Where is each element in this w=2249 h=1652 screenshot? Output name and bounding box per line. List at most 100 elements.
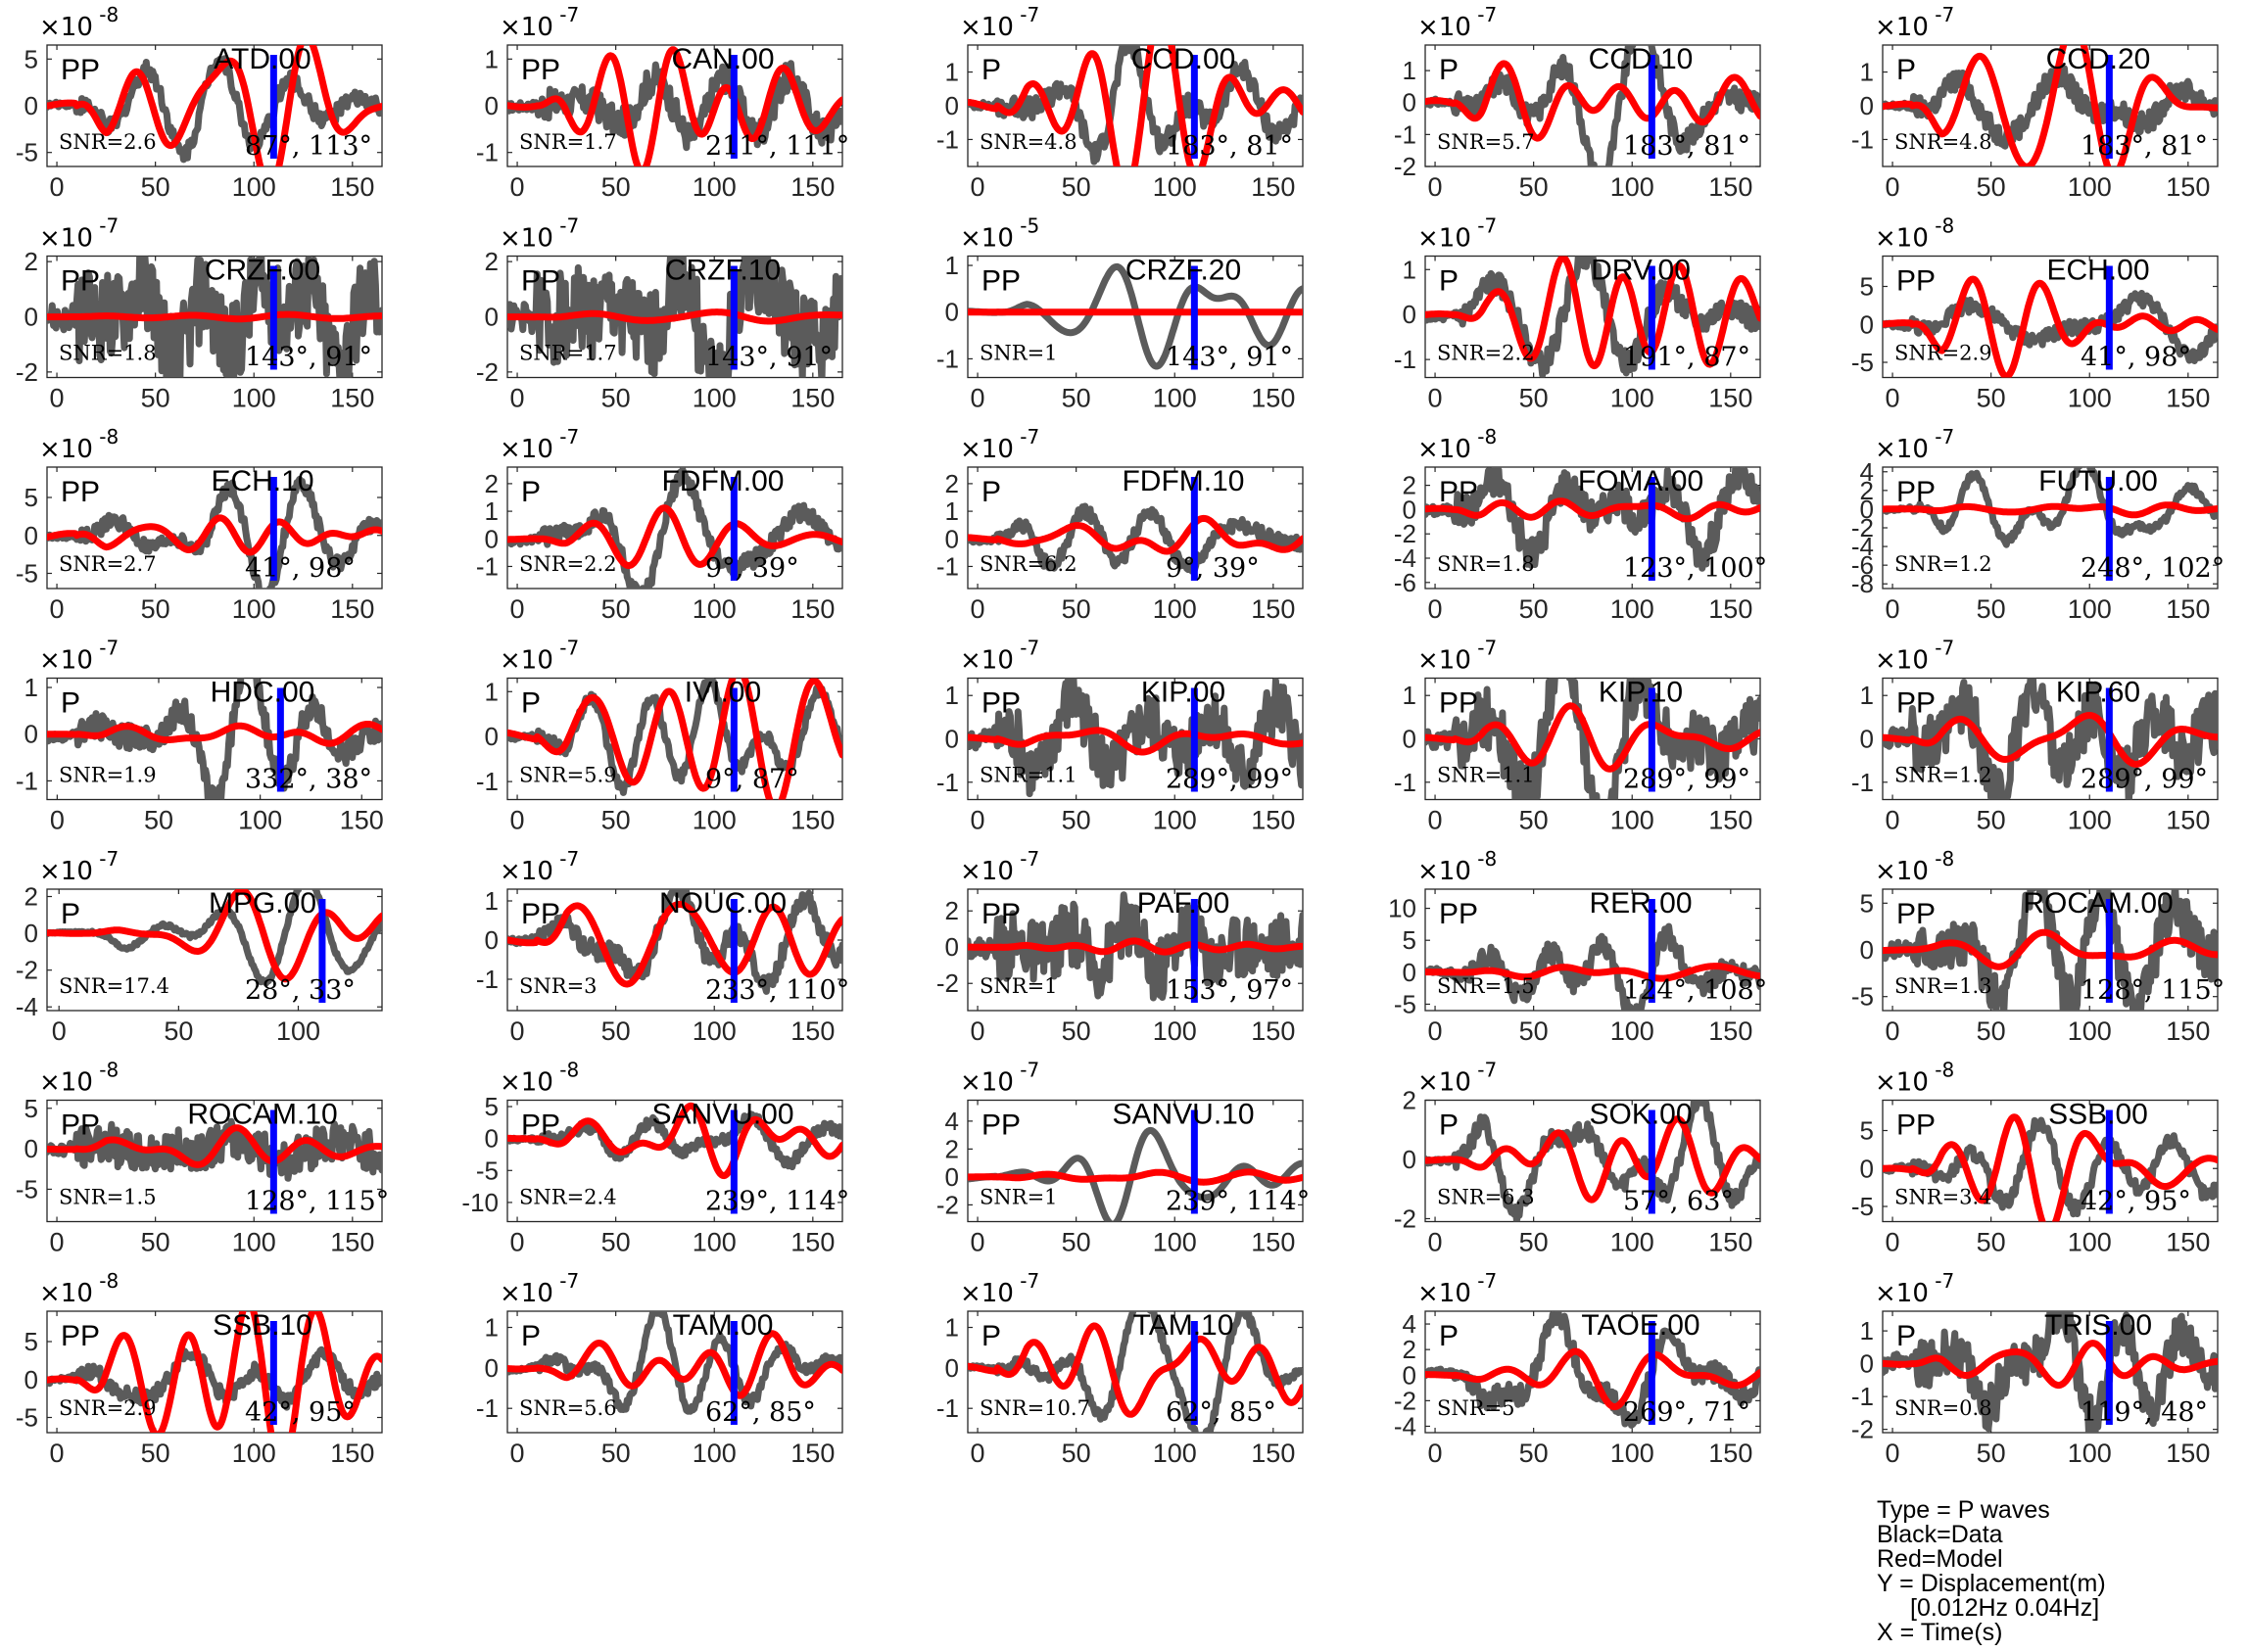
y-tick-label: -1 [936, 124, 959, 154]
y-tick-label: -2 [1851, 513, 1874, 543]
phase-label: PP [521, 54, 560, 86]
y-tick-label: 5 [1860, 1116, 1874, 1146]
subplot-mpg-00: 0 50 100 -4 -2 0 2×10 -7 P MPG.00 SNR=17.4 28°, 33… [16, 847, 383, 1046]
snr-label: SNR=2.9 [1894, 342, 1992, 365]
trace-group [47, 678, 382, 800]
trace-group [1425, 678, 1760, 800]
x-tick-label: 100 [693, 806, 737, 835]
y-tick-label: 4 [945, 1107, 959, 1136]
trace-group [1425, 1311, 1760, 1429]
x-tick-label: 150 [2166, 806, 2210, 835]
figure-legend: Type = P waves Black=Data Red=Model Y = … [1877, 1498, 2229, 1645]
x-tick-label: 0 [50, 172, 65, 202]
y-tick-label: 5 [24, 44, 38, 73]
y-tick-label: -1 [1851, 124, 1874, 154]
station-label: TAM.10 [1133, 1309, 1234, 1342]
model-trace [1425, 963, 1760, 982]
angles-label: 128°, 115° [245, 1187, 389, 1217]
data-trace [968, 1126, 1303, 1222]
y-tick-label: 2 [24, 882, 38, 912]
y-tick-label: -10 [461, 1188, 499, 1217]
y-exponent-label: ×10 -8 [1875, 847, 1954, 886]
y-tick-label: -2 [1394, 1204, 1416, 1233]
x-tick-label: 150 [1708, 384, 1752, 413]
x-tick-label: 50 [601, 384, 631, 413]
x-tick-label: 0 [971, 172, 985, 202]
x-tick-label: 50 [1519, 1228, 1549, 1257]
x-tick-label: 0 [50, 1228, 65, 1257]
station-label: KIP.10 [1599, 677, 1683, 709]
model-trace [968, 727, 1303, 756]
legend-x-axis: X = Time(s) [1877, 1619, 2003, 1646]
x-tick-label: 150 [330, 384, 374, 413]
angles-label: 9°, 39° [705, 553, 799, 584]
y-exponent-power: -8 [1929, 214, 1954, 238]
y-tick-label: 0 [1860, 91, 1874, 120]
y-tick-label: -1 [936, 768, 959, 797]
station-label: CAN.00 [671, 43, 774, 75]
snr-label: SNR=1.9 [59, 764, 157, 787]
station-label: SSB.00 [2048, 1099, 2148, 1131]
y-tick-label: 1 [24, 673, 38, 702]
angles-label: 143°, 91° [245, 343, 372, 373]
y-tick-label: 2 [1403, 1086, 1416, 1115]
model-trace [1883, 501, 2218, 519]
x-tick-label: 100 [232, 384, 276, 413]
angles-label: 42°, 95° [245, 1397, 356, 1428]
y-exponent-power: -7 [93, 847, 119, 871]
angles-label: 332°, 38° [245, 765, 372, 795]
angles-label: 183°, 81° [1166, 131, 1293, 162]
y-exponent-label: ×10 -7 [500, 214, 579, 254]
subplot-crzf-20: 0 50 100 150 -1 0 1×10 -5 PP CRZF.20 SNR=1 143°, 9… [936, 214, 1304, 413]
phase-label: P [981, 1320, 1001, 1352]
station-label: SANVU.00 [651, 1099, 793, 1131]
data-trace [1883, 467, 2218, 548]
trace-group [47, 256, 382, 378]
trace-group [968, 891, 1303, 1002]
x-tick-label: 50 [601, 806, 631, 835]
y-tick-label: 0 [24, 1134, 38, 1163]
y-tick-label: 0 [1403, 725, 1416, 754]
phase-label: PP [521, 265, 560, 298]
x-tick-label: 0 [1886, 1016, 1900, 1046]
x-tick-label: 100 [693, 1439, 737, 1468]
angles-label: 57°, 63° [1623, 1187, 1734, 1217]
x-tick-label: 100 [693, 172, 737, 202]
y-tick-label: 0 [485, 1124, 499, 1154]
y-exponent-power: -8 [93, 425, 119, 448]
y-tick-label: -4 [16, 992, 38, 1021]
snr-label: SNR=4.8 [980, 130, 1077, 154]
x-tick-label: 50 [1519, 806, 1549, 835]
data-trace [1883, 1116, 2218, 1218]
x-tick-label: 100 [2068, 1016, 2112, 1046]
x-tick-label: 100 [276, 1016, 320, 1046]
y-exponent-label: ×10 -7 [1875, 1269, 1954, 1308]
x-tick-label: 150 [790, 1439, 835, 1468]
x-tick-label: 0 [52, 1016, 67, 1046]
station-label: CCD.00 [1131, 43, 1236, 75]
phase-label: PP [61, 265, 100, 298]
y-tick-label: -5 [1394, 989, 1416, 1018]
x-tick-label: 150 [2166, 1439, 2210, 1468]
y-exponent-label: ×10 -8 [1875, 214, 1954, 254]
legend-wave-type: Type = P waves [1877, 1496, 2050, 1524]
x-tick-label: 50 [601, 594, 631, 624]
x-tick-label: 50 [601, 172, 631, 202]
subplot-crzf-00: 0 50 100 150 -2 0 2×10 -7 PP CRZF.00 SNR=1.8 143°,… [16, 214, 383, 413]
station-label: FOMA.00 [1578, 465, 1703, 497]
subplot-ech-10: 0 50 100 150 -5 0 5×10 -8 PP ECH.10 SNR=2.7 41°, 9… [16, 425, 383, 624]
x-tick-label: 150 [790, 384, 835, 413]
model-trace [1425, 702, 1760, 773]
y-exponent-power: -7 [93, 637, 119, 660]
y-tick-label: 0 [485, 524, 499, 553]
y-tick-label: 2 [945, 896, 959, 925]
snr-label: SNR=1.3 [1894, 974, 1992, 998]
y-tick-label: -2 [1851, 1415, 1874, 1444]
angles-label: 233°, 110° [705, 975, 849, 1006]
y-tick-label: 0 [485, 91, 499, 120]
angles-label: 119°, 48° [2081, 1397, 2208, 1428]
x-tick-label: 100 [1153, 1228, 1197, 1257]
subplot-tam-00: 0 50 100 150 -1 0 1×10 -7 P TAM.00 SNR=5.6 62°, 85… [476, 1269, 843, 1468]
phase-label: PP [61, 476, 100, 508]
